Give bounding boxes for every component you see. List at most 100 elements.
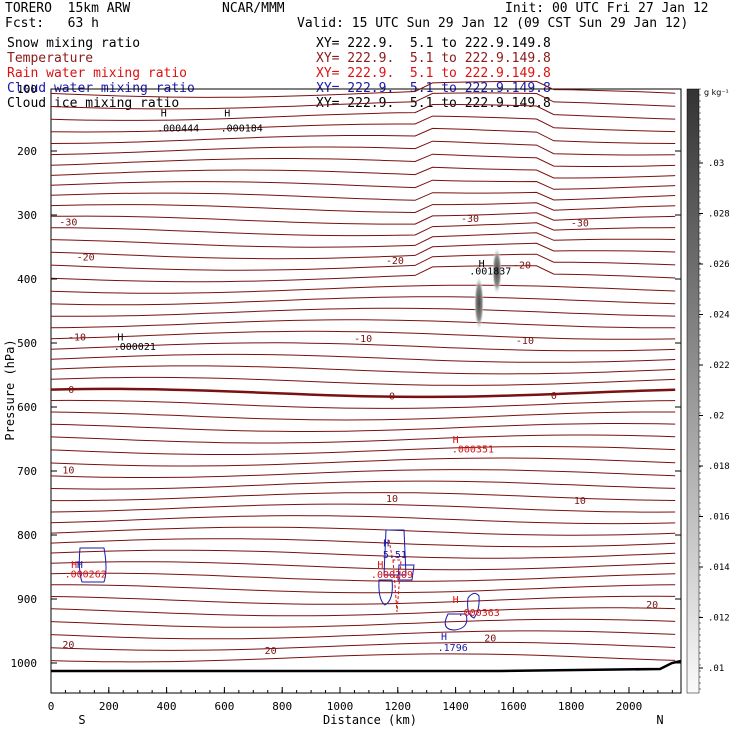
cloud-ice-shading [492, 247, 502, 295]
isotherm-line [50, 353, 676, 363]
isotherm-line [50, 376, 676, 386]
x-tick-label: 1800 [558, 700, 585, 713]
colorbar-tick-label: .01 [708, 664, 724, 674]
x-axis-label: Distance (km) [323, 713, 417, 727]
isotherm-label: 0 [68, 385, 74, 396]
isotherm-label: -20 [77, 253, 95, 264]
isotherm-label: 10 [386, 494, 398, 505]
y-tick-label: 900 [17, 593, 37, 606]
isotherm-line [50, 480, 676, 490]
x-tick-label: 1400 [442, 700, 469, 713]
max-value-label: 5.51 [383, 550, 407, 561]
x-tick-label: 800 [272, 700, 292, 713]
y-axis-label: Pressure (hPa) [3, 339, 17, 440]
x-tick-label: 400 [157, 700, 177, 713]
isotherm-line [50, 399, 676, 409]
isotherm-label: -30 [461, 214, 479, 225]
max-value-label: .000351 [452, 445, 494, 456]
isotherm-line [50, 179, 676, 190]
colorbar-tick-label: .03 [708, 159, 724, 169]
xy-temp: XY= 222.9. 5.1 to 222.9.149.8 [316, 51, 551, 66]
high-marker: H [117, 333, 123, 344]
org-label: NCAR/MMM [222, 1, 285, 16]
colorbar-tick-label: .028 [708, 210, 730, 220]
isotherm-line [50, 115, 676, 133]
colorbar-tick-label: .018 [708, 462, 730, 472]
isotherm-line [50, 561, 676, 571]
isotherm-label: 20 [62, 640, 74, 651]
x-tick-label: 200 [99, 700, 119, 713]
north-label: N [656, 713, 663, 727]
isotherm-line [50, 92, 676, 110]
y-tick-label: 500 [17, 337, 37, 350]
isotherm-line [50, 434, 676, 444]
max-value-label: .000444 [157, 123, 199, 134]
isotherm-line [50, 296, 676, 306]
high-marker: H [479, 259, 485, 270]
isotherm-line [50, 572, 676, 582]
high-marker: H [377, 560, 383, 571]
y-tick-label: 200 [17, 145, 37, 158]
isotherm-line [50, 127, 676, 144]
high-marker: H [453, 435, 459, 446]
x-axis: 0 200 400 600 800 1000 1200 1400 1600 1800 2000 [48, 687, 673, 713]
x-tick-label: 0 [48, 700, 55, 713]
isotherm-line [50, 202, 676, 214]
y-tick-label: 700 [17, 465, 37, 478]
colorbar-tick-label: .02 [708, 412, 724, 422]
isotherm-lines [50, 80, 676, 663]
isotherm-line [51, 584, 676, 594]
isotherm-line [50, 265, 676, 283]
colorbar-tick-label: .022 [708, 361, 730, 371]
isotherm-line [50, 342, 676, 352]
colorbar-tick-label: .014 [708, 563, 730, 573]
field-temp: Temperature [7, 51, 94, 66]
isotherm-line [50, 153, 676, 167]
isotherm-label: 0 [551, 391, 557, 402]
isotherm-line [51, 492, 676, 502]
rain-water-contours [388, 539, 402, 613]
isotherm-line [50, 423, 676, 432]
isotherm-label: -30 [59, 217, 77, 228]
isotherm-line [50, 618, 676, 628]
y-top-label: 100 [17, 83, 37, 96]
isotherm-line [50, 469, 676, 478]
isotherm-line [50, 538, 676, 548]
isotherm-line [50, 630, 676, 640]
isotherm-line [50, 641, 676, 651]
isotherm-label: 20 [265, 646, 277, 657]
contour-labels: -30 -30 -30 -20 -20 -20 -10 -10 -10 0 0 0 10 10 10 20 20… [59, 109, 658, 658]
isotherm-label: -30 [571, 219, 589, 230]
max-value-label: .000184 [221, 123, 263, 134]
isotherm-line [50, 140, 676, 156]
south-label: S [78, 713, 85, 727]
high-marker: H [161, 109, 167, 120]
isotherm-line [50, 253, 676, 271]
isotherm-line [50, 232, 676, 248]
colorbar-tick-label: .016 [708, 513, 730, 523]
isotherm-line [50, 526, 676, 536]
model-title: TORERO 15km ARW [5, 1, 131, 16]
forecast-hour: Fcst: 63 h [5, 16, 99, 31]
isotherm-line [50, 319, 676, 329]
field-snow: Snow mixing ratio [7, 36, 141, 51]
max-value-label: .000209 [371, 570, 413, 581]
isotherm-line [50, 212, 676, 225]
max-value-label: .000021 [114, 342, 156, 353]
isotherm-label: 10 [62, 466, 74, 477]
isotherm-line [50, 411, 676, 421]
field-cloud-ice: Cloud ice mixing ratio [7, 96, 180, 111]
init-time: Init: 00 UTC Fri 27 Jan 12 [505, 1, 709, 16]
max-value-label: .000363 [458, 608, 500, 619]
y-tick-label: 1000 [11, 657, 38, 670]
high-marker: H [441, 632, 447, 643]
x-tick-label: 1200 [385, 700, 412, 713]
y-tick-label: 300 [17, 209, 37, 222]
isotherm-label: 20 [484, 633, 496, 644]
colorbar [686, 88, 700, 694]
isotherm-line [50, 284, 676, 294]
colorbar-tick-label: .026 [708, 260, 730, 270]
max-value-label: .001837 [469, 267, 511, 278]
isotherm-label: -20 [513, 260, 531, 271]
